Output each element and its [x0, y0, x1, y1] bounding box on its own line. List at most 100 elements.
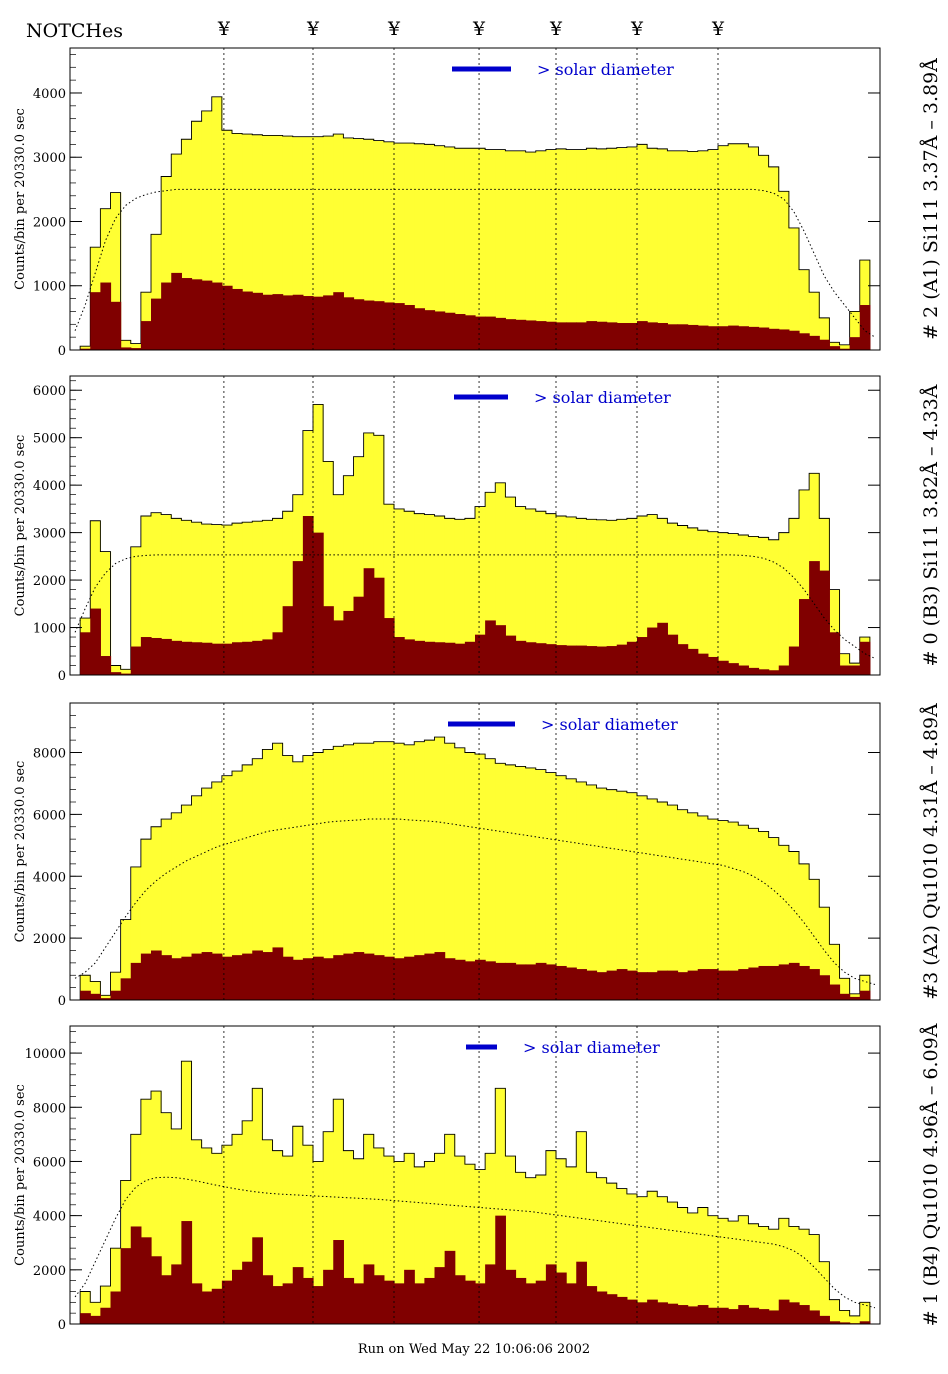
component-bin	[434, 642, 446, 675]
total-bin	[434, 516, 446, 675]
component-bin	[515, 1277, 527, 1324]
component-bin	[505, 635, 517, 675]
total-bin	[363, 1134, 375, 1324]
component-bin	[819, 975, 830, 1000]
total-bin	[454, 747, 466, 1000]
total-bin	[302, 1145, 314, 1324]
y-tick-label: 2000	[33, 1264, 66, 1279]
total-bin	[414, 143, 425, 350]
total-bin	[434, 737, 446, 1000]
component-bin	[647, 322, 658, 350]
component-bin	[201, 1291, 213, 1324]
total-bin	[768, 1229, 780, 1324]
component-bin	[333, 292, 344, 350]
total-counts-series	[80, 404, 871, 675]
component-bin	[626, 323, 638, 350]
total-bin	[444, 1134, 456, 1324]
total-bin	[778, 532, 790, 675]
total-bin	[748, 828, 760, 1000]
total-bin	[353, 743, 365, 1000]
total-bin	[232, 133, 243, 350]
total-bin	[677, 150, 689, 350]
component-bin	[535, 321, 547, 350]
total-bin	[333, 494, 344, 675]
component-bin	[414, 640, 425, 675]
total-bin	[647, 798, 658, 1000]
y-tick-label: 2000	[33, 932, 66, 947]
component-bin	[778, 1299, 790, 1324]
component-bin	[161, 638, 172, 675]
component-bin	[728, 970, 739, 1000]
component-bin	[697, 1305, 709, 1324]
component-bin	[809, 1310, 820, 1324]
total-bin	[110, 665, 122, 675]
component-bin	[272, 1286, 284, 1324]
y-tick-label: 3000	[33, 151, 66, 166]
total-bin	[728, 143, 739, 350]
total-bin	[738, 143, 749, 350]
component-bin	[799, 965, 810, 1000]
component-bin	[201, 952, 213, 1000]
component-bin	[373, 1275, 385, 1324]
total-bin	[201, 110, 213, 350]
notch-marker-7: ¥	[711, 18, 725, 40]
component-bin	[110, 990, 122, 1000]
total-bin	[586, 519, 598, 675]
total-bin	[475, 148, 486, 350]
component-bin	[120, 673, 132, 675]
total-bin	[687, 1212, 699, 1324]
model-curve	[74, 554, 876, 659]
total-bin	[394, 1161, 405, 1324]
total-bin	[232, 1134, 243, 1324]
component-bin	[515, 319, 527, 350]
component-bin	[829, 632, 841, 675]
notch-marker-3: ¥	[387, 18, 401, 40]
total-bin	[363, 743, 375, 1000]
total-bin	[323, 461, 334, 675]
component-bin	[556, 965, 567, 1000]
component-bin	[323, 295, 334, 350]
component-bin	[778, 964, 790, 1000]
component-bin	[626, 641, 638, 675]
total-bin	[596, 1177, 608, 1324]
total-bin	[424, 514, 436, 675]
total-bin	[687, 812, 699, 1000]
component-bin	[252, 292, 263, 350]
total-bin	[525, 508, 537, 675]
component-bin	[404, 1269, 415, 1324]
total-bin	[333, 1099, 344, 1324]
total-bin	[788, 1226, 800, 1324]
component-counts-series	[80, 1215, 871, 1324]
y-tick-label: 4000	[33, 870, 66, 885]
total-outline	[70, 96, 880, 351]
solar-diameter-label: > solar diameter	[541, 715, 678, 734]
component-bin	[262, 639, 274, 675]
total-bin	[758, 1226, 770, 1324]
component-bin	[495, 317, 506, 350]
component-bin	[586, 646, 598, 675]
total-bin	[758, 537, 770, 675]
total-outline	[70, 404, 880, 676]
component-bin	[373, 301, 385, 350]
component-counts-series	[80, 516, 871, 675]
total-bin	[637, 516, 648, 675]
component-bin	[809, 969, 820, 1000]
y-tick-label: 4000	[33, 87, 66, 102]
total-bin	[414, 1166, 425, 1324]
total-bin	[738, 1215, 749, 1324]
component-bin	[151, 950, 162, 1000]
spectrum-panel-1: 0 1000 2000 3000 4000 Counts/bin per 20330.0 …	[13, 47, 942, 359]
total-bin	[566, 516, 577, 675]
component-bin	[799, 599, 810, 675]
total-bin	[454, 1156, 466, 1324]
total-bin	[424, 144, 436, 350]
total-bin	[353, 138, 365, 350]
total-bin	[353, 456, 365, 675]
y-tick-label: 0	[58, 344, 66, 359]
total-bin	[687, 151, 699, 350]
y-axis-label: Counts/bin per 20330.0 sec	[13, 435, 28, 617]
total-bin	[728, 822, 739, 1000]
component-bin	[363, 568, 375, 675]
y-tick-label: 0	[58, 1318, 66, 1333]
